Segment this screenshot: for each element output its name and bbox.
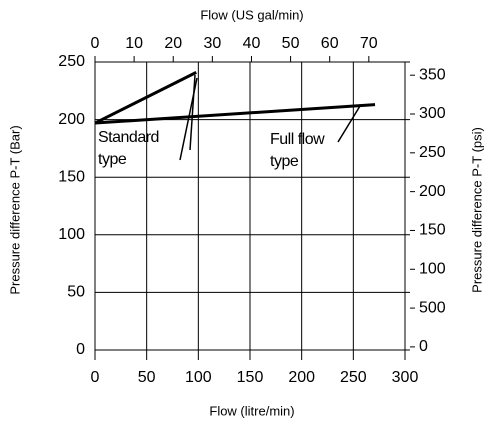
annotation: Full flow [270,131,325,148]
leader-line [179,77,198,161]
x2-tick-label: 60 [321,35,339,52]
y-tick-label: 150 [58,168,85,185]
leader-line [189,74,196,151]
y-tick-label: 200 [58,111,85,128]
x2-tick-label: 0 [91,35,100,52]
x-tick-label: 50 [138,369,156,386]
y2-tick-label: 0 [419,338,428,355]
leader-line [337,105,361,143]
x2-tick-label: 10 [125,35,143,52]
y2-tick-label: 200 [419,183,446,200]
x-tick-label: 150 [237,369,264,386]
y-tick-label: 0 [76,341,85,358]
y2-tick-label: 100 [419,260,446,277]
x2-tick-label: 30 [203,35,221,52]
y2-tick-label: 250 [419,144,446,161]
x2-tick-label: 50 [282,35,300,52]
y-tick-label: 100 [58,226,85,243]
y2-tick-label: 350 [419,66,446,83]
y2-tick-label: 500 [419,299,446,316]
x-tick-label: 250 [340,369,367,386]
annotation: type [98,151,127,168]
series-line [94,103,376,125]
annotation: type [270,153,299,170]
x-tick-label: 0 [91,369,100,386]
x2-tick-label: 40 [243,35,261,52]
y2-tick-label: 300 [419,105,446,122]
x-tick-label: 200 [288,369,315,386]
x-axis-label: Flow (litre/min) [209,403,294,418]
x2-tick-label: 20 [164,35,182,52]
y2-axis-label: Pressure difference P-T (psi) [469,127,484,293]
x2-tick-label: 70 [360,35,378,52]
series-line [94,71,197,125]
y-axis-label: Pressure difference P-T (Bar) [7,125,22,294]
y2-tick-label: 150 [419,222,446,239]
x2-axis-label: Flow (US gal/min) [200,7,303,22]
annotation: Standard [98,129,159,146]
x-tick-label: 300 [392,369,419,386]
y-tick-label: 50 [67,284,85,301]
x-tick-label: 100 [185,369,212,386]
y-tick-label: 250 [58,53,85,70]
